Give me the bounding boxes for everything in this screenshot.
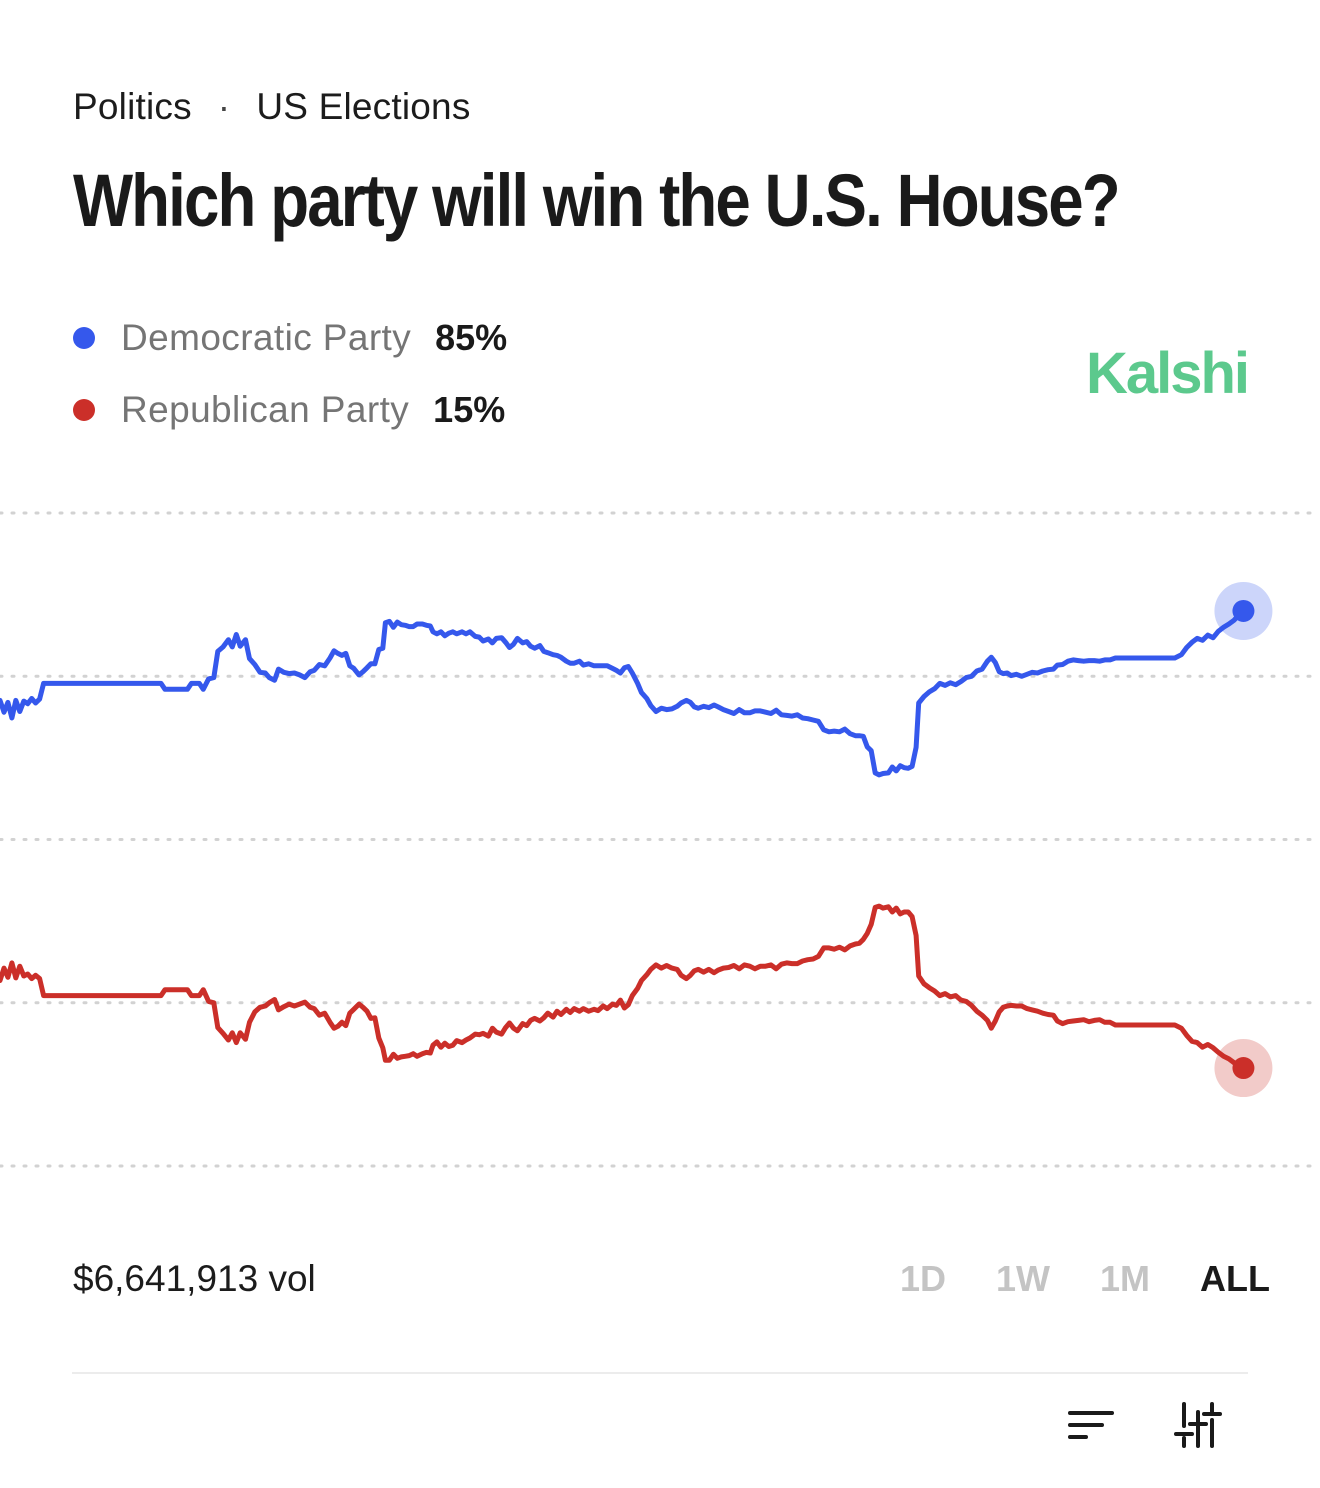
breadcrumb-us-elections[interactable]: US Elections — [256, 86, 471, 127]
republican-legend-dot — [73, 399, 95, 421]
democratic-legend-dot — [73, 327, 95, 349]
legend-label-republican: Republican Party — [121, 389, 410, 430]
breadcrumb-separator: · — [217, 86, 231, 127]
legend-value-democratic: 85% — [435, 317, 508, 358]
legend-item-democratic[interactable]: Democratic Party 85% — [73, 312, 507, 364]
endpoint-dot-democratic[interactable] — [1232, 599, 1255, 622]
breadcrumb: Politics · US Elections — [73, 86, 471, 128]
volume-label: $6,641,913 vol — [73, 1258, 316, 1299]
range-1d[interactable]: 1D — [899, 1258, 946, 1299]
series-line-republican — [0, 903, 1246, 1071]
breadcrumb-politics[interactable]: Politics — [73, 86, 192, 127]
divider — [72, 1372, 1248, 1374]
time-range-selector: 1D 1W 1M ALL — [850, 1258, 1270, 1300]
sliders-icon[interactable] — [1174, 1400, 1226, 1455]
range-1m[interactable]: 1M — [1100, 1258, 1151, 1299]
sort-icon[interactable] — [1066, 1405, 1116, 1450]
range-1w[interactable]: 1W — [996, 1258, 1050, 1299]
endpoint-dot-republican[interactable] — [1232, 1057, 1255, 1080]
probability-chart — [0, 511, 1320, 1168]
legend-value-republican: 15% — [433, 389, 506, 430]
chart-legend: Democratic Party 85% Republican Party 15… — [73, 312, 507, 456]
series-line-democratic — [0, 608, 1246, 778]
legend-item-republican[interactable]: Republican Party 15% — [73, 384, 507, 436]
legend-label-democratic: Democratic Party — [121, 317, 412, 358]
range-all[interactable]: ALL — [1200, 1258, 1270, 1299]
page-title: Which party will win the U.S. House? — [73, 159, 1121, 242]
kalshi-logo: Kalshi — [1085, 341, 1250, 406]
